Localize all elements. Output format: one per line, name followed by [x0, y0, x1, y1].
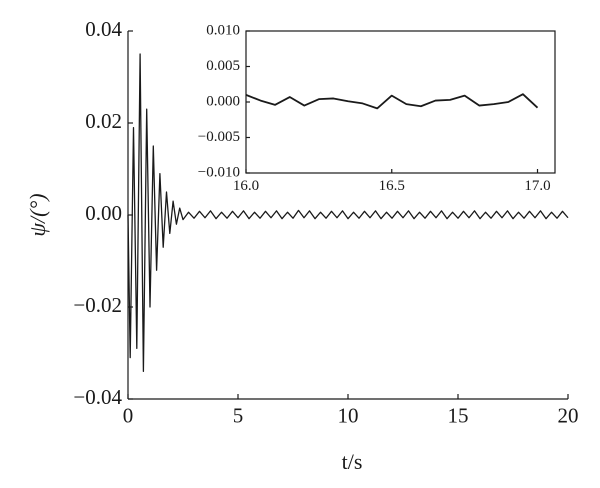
x-tick-label: 16.0 [233, 178, 259, 194]
y-tick-label: 0.02 [85, 109, 122, 133]
y-tick-label: −0.02 [73, 293, 122, 317]
x-tick-label: 20 [558, 404, 579, 428]
x-tick-label: 5 [233, 404, 244, 428]
x-tick-label: 17.0 [524, 178, 550, 194]
x-tick-label: 10 [338, 404, 359, 428]
y-tick-label: −0.04 [73, 385, 122, 409]
y-tick-label: 0.010 [206, 22, 240, 38]
x-tick-label: 15 [448, 404, 469, 428]
y-tick-label: −0.010 [198, 164, 240, 180]
y-tick-label: 0.04 [85, 17, 122, 41]
x-axis-label: t/s [342, 449, 363, 474]
data-line [245, 93, 539, 110]
y-tick-label: 0.00 [85, 201, 122, 225]
y-tick-label: 0.000 [206, 93, 240, 109]
y-tick-label: 0.005 [206, 58, 240, 74]
x-tick-label: 16.5 [379, 178, 405, 194]
data-line [127, 53, 569, 373]
y-axis-label: ψ/(°) [25, 193, 50, 236]
y-tick-label: −0.005 [198, 129, 240, 145]
x-tick-label: 0 [123, 404, 134, 428]
